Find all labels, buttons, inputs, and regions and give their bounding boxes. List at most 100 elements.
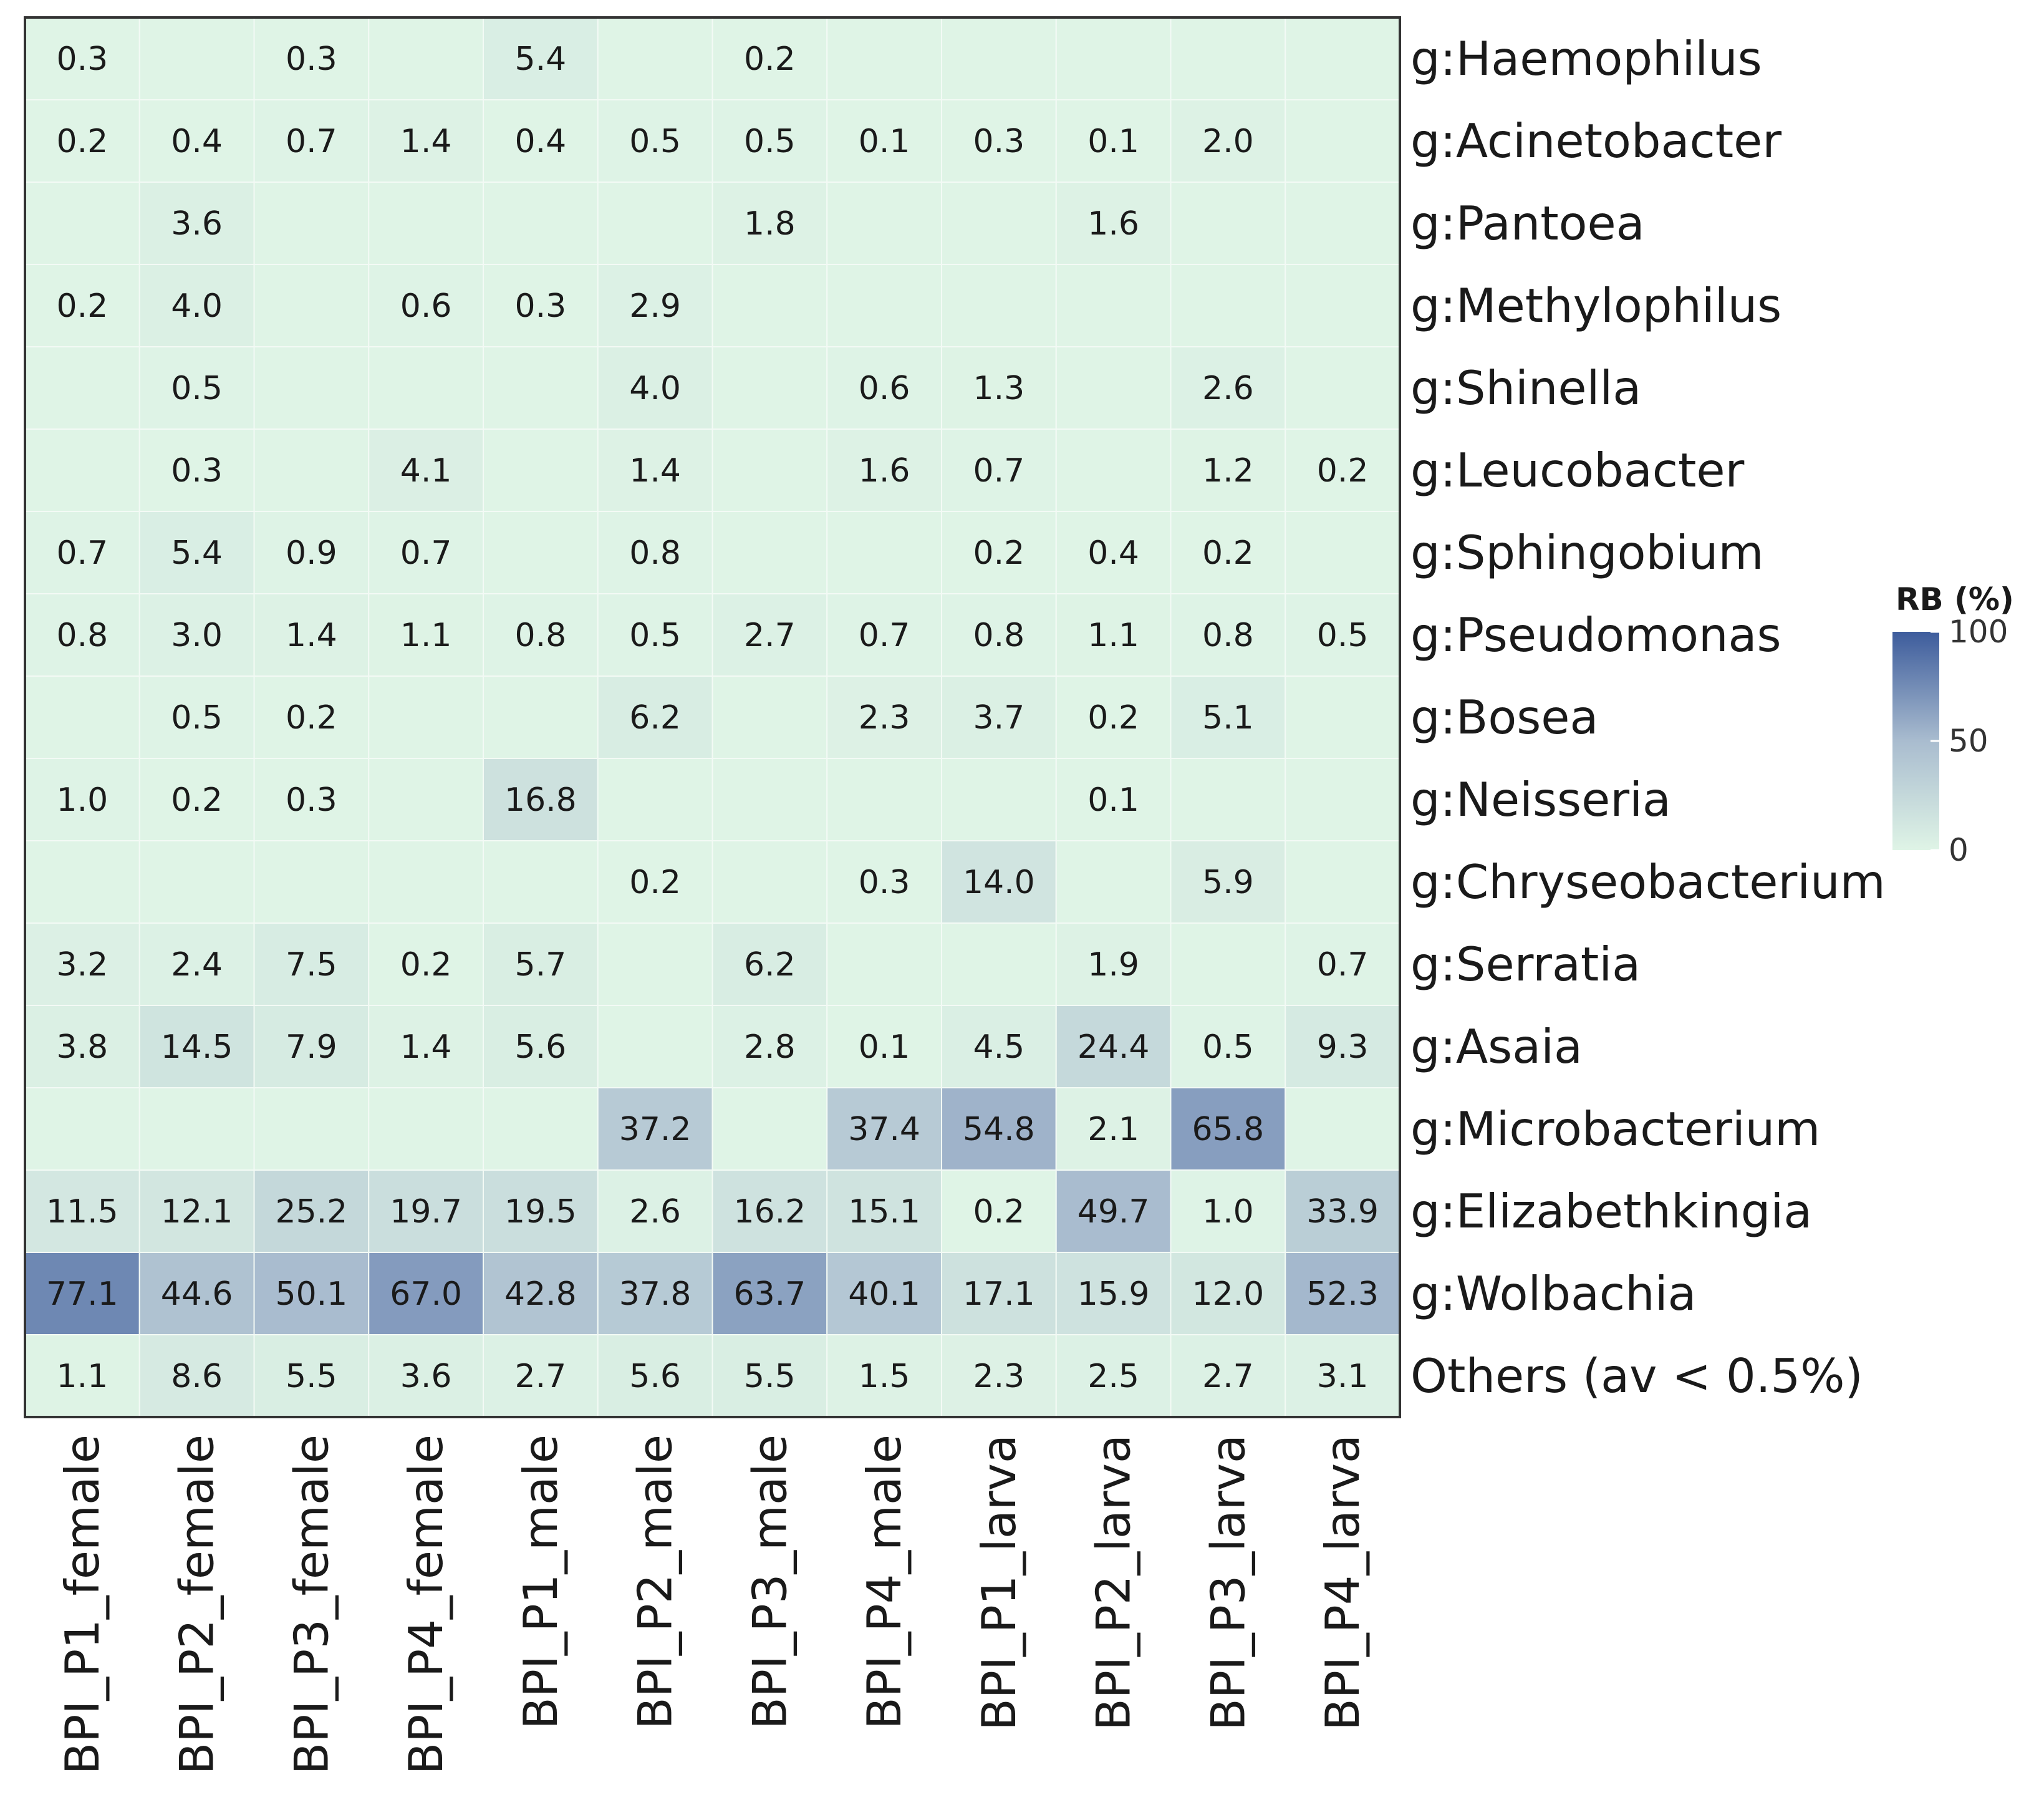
- heatmap-cell: [597, 346, 713, 430]
- cell-value-label: 52.3: [1306, 1275, 1379, 1313]
- heatmap-cell: [253, 593, 370, 677]
- heatmap-cell: [1285, 17, 1400, 100]
- cell-value-label: 0.7: [286, 123, 337, 160]
- row-labels: g:Haemophilus g:Acinetobacter g:Pantoea g:M…: [1410, 31, 1886, 1403]
- heatmap-cell: [597, 264, 713, 347]
- row-label: g:Microbacterium: [1410, 1101, 1820, 1156]
- heatmap-cell: [711, 346, 828, 430]
- heatmap-cell: [1285, 1334, 1400, 1418]
- heatmap-cell: [1170, 675, 1286, 759]
- cell-value-label: 33.9: [1306, 1193, 1379, 1231]
- heatmap-cell: [941, 181, 1057, 265]
- cell-value-label: 2.7: [744, 617, 796, 654]
- cell-value-label: 16.2: [733, 1193, 806, 1231]
- cell-value-label: 0.5: [171, 699, 223, 737]
- cell-value-label: 49.7: [1077, 1193, 1150, 1231]
- row-label: Others (av < 0.5%): [1410, 1348, 1863, 1403]
- column-label: BPI_P4_male: [857, 1435, 912, 1730]
- cell-value-label: 3.2: [57, 946, 108, 984]
- heatmap-cell: [1285, 181, 1400, 265]
- cell-value-label: 6.2: [744, 946, 796, 984]
- cell-value-label: 0.4: [1087, 535, 1139, 572]
- cell-value-label: 14.0: [963, 864, 1035, 901]
- cell-value-label: 37.2: [619, 1111, 692, 1148]
- heatmap-cell: [711, 1169, 828, 1253]
- cell-value-label: 42.8: [504, 1275, 577, 1313]
- heatmap-cell: [483, 840, 599, 924]
- heatmap-cell: [253, 675, 370, 759]
- cell-value-label: 2.7: [515, 1358, 567, 1395]
- heatmap-cell-labels: 0.3 0.3 5.4 0.2 0.2 0.4 0.7 1.4 0.4 0.5 0.5 0.1 0.3 0…: [46, 41, 1379, 1395]
- cell-value-label: 1.4: [629, 452, 681, 490]
- heatmap-cell: [826, 511, 942, 594]
- cell-value-label: 4.0: [629, 370, 681, 407]
- heatmap-cell: [941, 1334, 1057, 1418]
- heatmap-cell: [597, 1252, 713, 1335]
- cell-value-label: 5.5: [286, 1358, 337, 1395]
- heatmap-cell: [483, 758, 599, 841]
- heatmap-cell: [941, 1005, 1057, 1088]
- legend-title: RB (%): [1896, 581, 2014, 617]
- cell-value-label: 1.5: [859, 1358, 910, 1395]
- cell-value-label: 37.8: [619, 1275, 692, 1313]
- heatmap-cell: [138, 1252, 255, 1335]
- cell-value-label: 0.8: [515, 617, 567, 654]
- cell-value-label: 0.2: [400, 946, 452, 984]
- cell-value-label: 0.8: [629, 535, 681, 572]
- heatmap-cell: [1055, 1005, 1172, 1088]
- cell-value-label: 50.1: [275, 1275, 347, 1313]
- cell-value-label: 3.7: [973, 699, 1025, 737]
- heatmap-cell: [138, 181, 255, 265]
- cell-value-label: 0.6: [859, 370, 910, 407]
- heatmap-cell: [253, 264, 370, 347]
- cell-value-label: 0.8: [973, 617, 1025, 654]
- column-label: BPI_P3_female: [284, 1435, 339, 1774]
- heatmap-cell: [1285, 511, 1400, 594]
- cell-value-label: 65.8: [1192, 1111, 1264, 1148]
- cell-value-label: 2.8: [744, 1028, 796, 1066]
- heatmap-cell: [1170, 181, 1286, 265]
- heatmap-cell: [24, 922, 140, 1006]
- heatmap-cell: [597, 17, 713, 100]
- cell-value-label: 2.4: [171, 946, 223, 984]
- heatmap-cell: [597, 99, 713, 183]
- cell-value-label: 0.3: [57, 41, 108, 78]
- heatmap-cell: [1055, 593, 1172, 677]
- heatmap-cell: [826, 758, 942, 841]
- cell-value-label: 0.5: [629, 617, 681, 654]
- heatmap-cell: [368, 758, 484, 841]
- heatmap-cell: [941, 1252, 1057, 1335]
- heatmap-cell: [1285, 1087, 1400, 1171]
- heatmap-cell: [24, 1334, 140, 1418]
- column-label: BPI_P1_male: [513, 1435, 568, 1730]
- heatmap-cell: [1055, 99, 1172, 183]
- heatmap-cell: [711, 1334, 828, 1418]
- heatmap-cell: [253, 840, 370, 924]
- heatmap-cell: [826, 346, 942, 430]
- heatmap-cell: [138, 675, 255, 759]
- cell-value-label: 2.1: [1087, 1111, 1139, 1148]
- heatmap-cell: [597, 758, 713, 841]
- cell-value-label: 2.3: [859, 699, 910, 737]
- row-label: g:Acinetobacter: [1410, 114, 1781, 168]
- cell-value-label: 1.2: [1202, 452, 1254, 490]
- heatmap-cell: [1055, 264, 1172, 347]
- heatmap-cell: [597, 922, 713, 1006]
- cell-value-label: 0.2: [973, 535, 1025, 572]
- cell-value-label: 1.4: [286, 617, 337, 654]
- heatmap-cell: [941, 593, 1057, 677]
- heatmap-cell: [1285, 840, 1400, 924]
- cell-value-label: 0.9: [286, 535, 337, 572]
- cell-value-label: 3.6: [171, 205, 223, 243]
- heatmap-cell: [253, 758, 370, 841]
- row-label: g:Elizabethkingia: [1410, 1184, 1812, 1239]
- cell-value-label: 1.0: [1202, 1193, 1254, 1231]
- cell-value-label: 0.2: [629, 864, 681, 901]
- cell-value-label: 1.1: [57, 1358, 108, 1395]
- heatmap-cell: [597, 181, 713, 265]
- heatmap-cell: [711, 428, 828, 512]
- cell-value-label: 4.5: [973, 1028, 1025, 1066]
- heatmap-cell: [826, 264, 942, 347]
- heatmap-cell: [826, 17, 942, 100]
- heatmap-cell: [483, 593, 599, 677]
